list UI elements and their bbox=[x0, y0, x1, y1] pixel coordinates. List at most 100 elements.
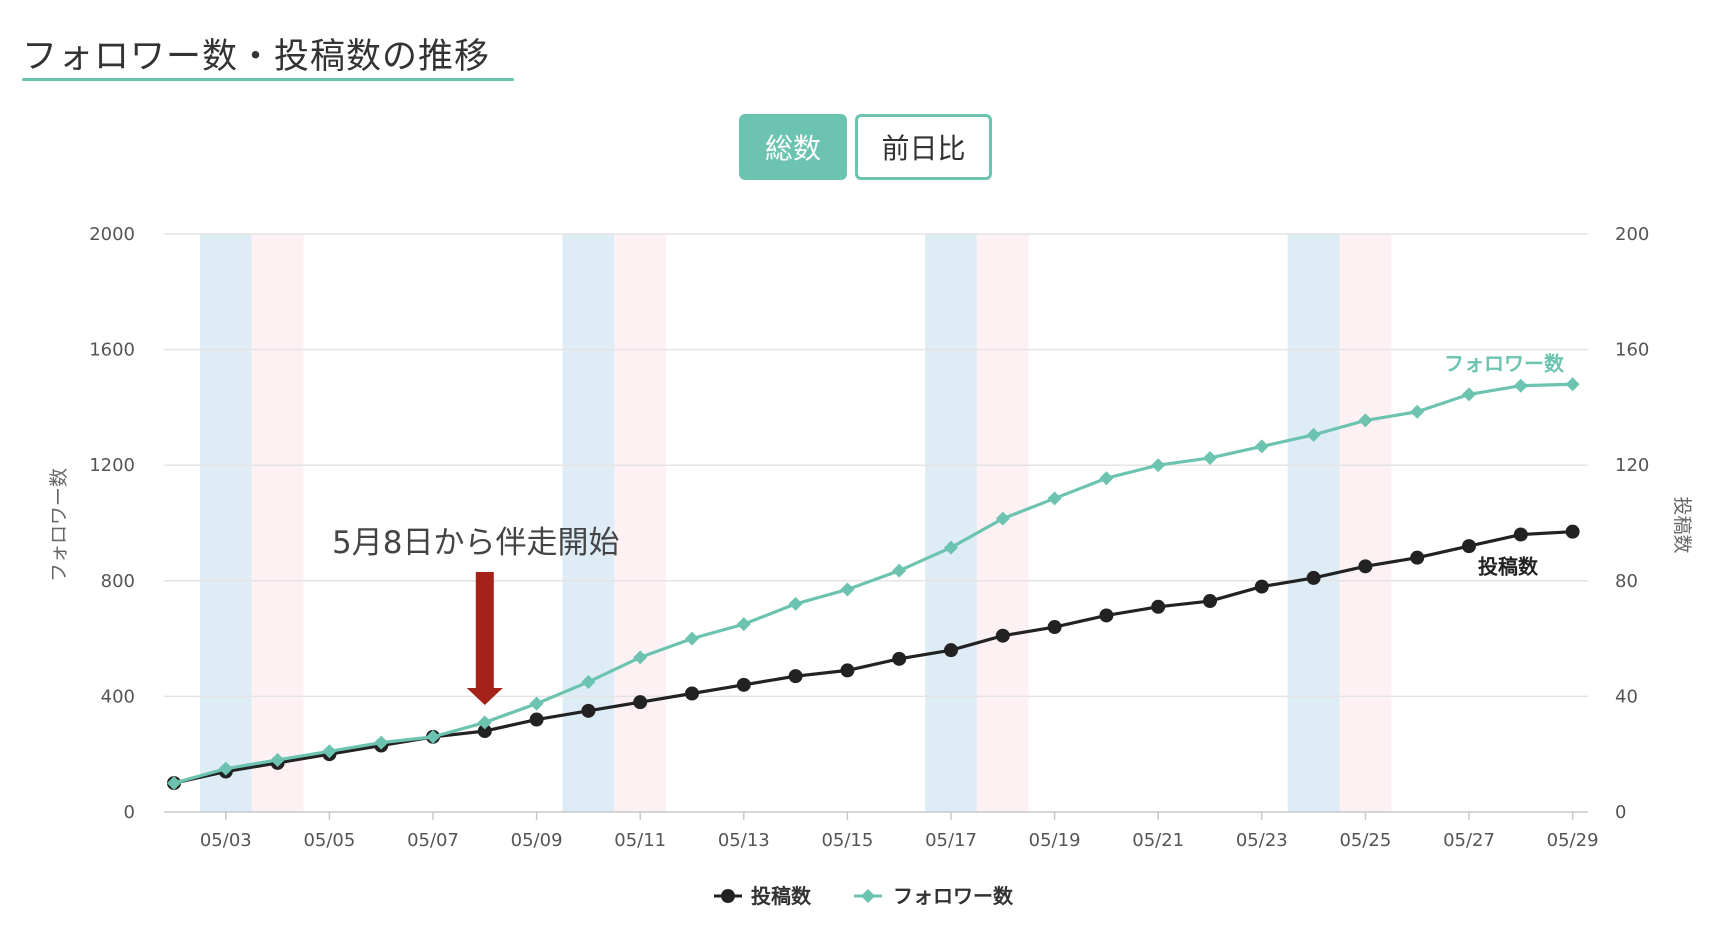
followers-series-point bbox=[1358, 413, 1373, 428]
y-left-tick-label: 1600 bbox=[89, 340, 135, 361]
followers-series-point bbox=[218, 761, 233, 776]
chart-legend: 投稿数 フォロワー数 bbox=[714, 884, 1014, 908]
followers-series-point bbox=[1513, 378, 1528, 393]
annotation-arrow-shaft bbox=[475, 572, 494, 690]
posts-series-point bbox=[1151, 599, 1166, 614]
x-tick-label: 05/13 bbox=[718, 830, 770, 851]
title-underline bbox=[22, 78, 514, 81]
total-toggle-button[interactable]: 総数 bbox=[739, 114, 847, 180]
annotation-arrow-head bbox=[466, 688, 503, 705]
posts-series-point bbox=[1254, 579, 1269, 594]
posts-series-label: 投稿数 bbox=[1478, 555, 1539, 579]
posts-series-point bbox=[1047, 620, 1062, 635]
followers-series-line bbox=[173, 382, 1573, 785]
followers-series-point bbox=[374, 735, 389, 750]
weekend-band-saturday bbox=[199, 234, 252, 812]
followers-series-point bbox=[167, 776, 181, 791]
weekend-band-saturday bbox=[925, 234, 977, 812]
followers-series-point bbox=[1047, 491, 1062, 506]
weekend-band-sunday bbox=[1339, 234, 1392, 812]
y-right-tick-label: 0 bbox=[1615, 802, 1626, 823]
followers-series-point bbox=[1099, 471, 1114, 486]
posts-series-point bbox=[581, 703, 596, 718]
followers-series-point bbox=[1254, 439, 1269, 454]
posts-series-point bbox=[477, 724, 492, 739]
daily-change-toggle-button[interactable]: 前日比 bbox=[855, 114, 992, 180]
posts-series-point bbox=[685, 686, 699, 701]
posts-series-point bbox=[840, 663, 855, 678]
posts-series-point bbox=[633, 695, 648, 710]
posts-series-point bbox=[1513, 527, 1528, 542]
posts-series-point bbox=[1099, 608, 1114, 623]
x-tick-label: 05/11 bbox=[614, 830, 666, 851]
legend-followers-marker bbox=[861, 889, 875, 903]
followers-series-point bbox=[1203, 450, 1217, 465]
page-title: フォロワー数・投稿数の推移 bbox=[22, 37, 491, 77]
posts-series-point bbox=[892, 651, 907, 666]
y-right-tick-label: 200 bbox=[1615, 224, 1649, 245]
followers-series-point bbox=[529, 696, 544, 711]
followers-series-point bbox=[1151, 458, 1166, 473]
followers-series-label: フォロワー数 bbox=[1444, 351, 1565, 375]
followers-series-point bbox=[426, 729, 440, 744]
followers-series-point bbox=[1410, 404, 1425, 419]
followers-series-point bbox=[1306, 427, 1321, 442]
posts-series-point bbox=[1565, 524, 1580, 539]
y-left-tick-label: 0 bbox=[124, 802, 135, 823]
posts-series-point bbox=[1203, 594, 1217, 609]
y-left-tick-label: 400 bbox=[101, 686, 135, 707]
y-left-tick-label: 1200 bbox=[89, 455, 135, 476]
weekend-band-sunday bbox=[251, 234, 304, 812]
followers-series-point bbox=[270, 752, 285, 767]
posts-series-point bbox=[944, 643, 958, 658]
legend-posts-marker bbox=[721, 889, 735, 903]
x-tick-label: 05/15 bbox=[821, 830, 873, 851]
followers-series-point bbox=[477, 715, 492, 730]
followers-series-point bbox=[840, 582, 855, 597]
y-axis-left-title: フォロワー数 bbox=[48, 468, 70, 582]
x-tick-label: 05/25 bbox=[1339, 830, 1391, 851]
y-right-tick-label: 160 bbox=[1615, 340, 1649, 361]
followers-series-point bbox=[736, 617, 751, 632]
followers-series-point bbox=[581, 674, 596, 689]
posts-series-point bbox=[529, 712, 544, 727]
legend-followers-label: フォロワー数 bbox=[893, 884, 1014, 908]
followers-series-point bbox=[944, 540, 958, 555]
posts-series-point bbox=[1410, 550, 1425, 565]
weekend-band-saturday bbox=[562, 234, 615, 812]
x-tick-label: 05/21 bbox=[1132, 830, 1184, 851]
followers-series-point bbox=[1565, 377, 1580, 392]
followers-series-point bbox=[995, 511, 1010, 526]
x-tick-label: 05/23 bbox=[1236, 830, 1288, 851]
y-right-tick-label: 80 bbox=[1615, 571, 1638, 592]
followers-series-point bbox=[1462, 387, 1476, 402]
y-left-tick-label: 2000 bbox=[89, 224, 135, 245]
x-tick-label: 05/27 bbox=[1443, 830, 1495, 851]
x-tick-label: 05/19 bbox=[1029, 830, 1081, 851]
posts-series-point bbox=[788, 669, 803, 684]
y-left-tick-label: 800 bbox=[101, 571, 135, 592]
posts-series-point bbox=[1462, 539, 1476, 554]
x-tick-label: 05/07 bbox=[407, 830, 459, 851]
x-tick-label: 05/17 bbox=[925, 830, 977, 851]
posts-series-point bbox=[995, 628, 1010, 643]
followers-series-point bbox=[685, 631, 699, 646]
weekend-band-sunday bbox=[614, 234, 667, 812]
posts-series-point bbox=[736, 677, 751, 692]
weekend-band-saturday bbox=[1287, 234, 1340, 812]
y-axis-right-title: 投稿数 bbox=[1671, 496, 1693, 553]
legend-posts-label: 投稿数 bbox=[751, 884, 812, 908]
annotation-text: 5月8日から伴走開始 bbox=[332, 525, 619, 561]
followers-series-point bbox=[322, 744, 337, 759]
y-right-tick-label: 120 bbox=[1615, 455, 1649, 476]
followers-series-point bbox=[633, 650, 648, 665]
annotation-arrow bbox=[466, 572, 503, 705]
x-tick-label: 05/29 bbox=[1547, 830, 1599, 851]
x-tick-label: 05/09 bbox=[511, 830, 563, 851]
posts-series-point bbox=[1358, 559, 1373, 574]
y-right-tick-label: 40 bbox=[1615, 686, 1638, 707]
x-tick-label: 05/03 bbox=[200, 830, 252, 851]
followers-series-point bbox=[892, 563, 907, 578]
posts-series-point bbox=[1306, 570, 1321, 585]
